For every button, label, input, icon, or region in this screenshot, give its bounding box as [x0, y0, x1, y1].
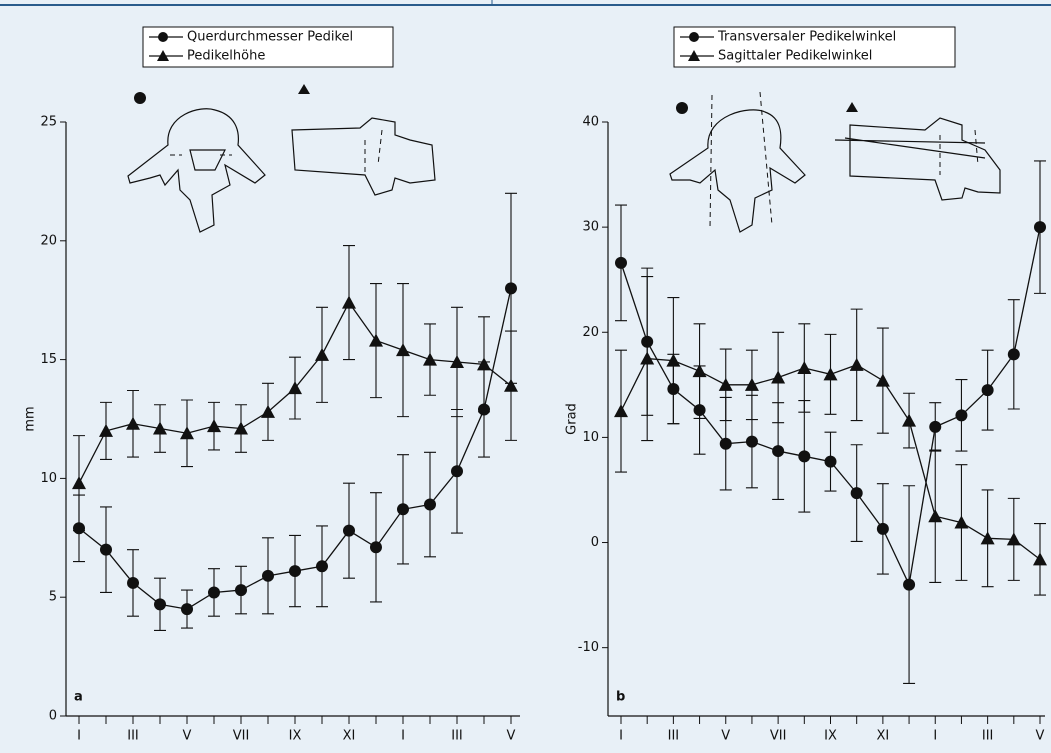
circle-marker — [100, 544, 112, 556]
legend-label: Transversaler Pedikelwinkel — [717, 30, 896, 45]
circle-marker — [955, 409, 967, 421]
x-tick-label: XI — [877, 729, 890, 744]
y-tick-label: 5 — [49, 590, 57, 605]
circle-marker — [127, 577, 139, 589]
x-tick-label: I — [77, 729, 81, 744]
legend-label: Querdurchmesser Pedikel — [187, 30, 353, 45]
x-tick-label: III — [668, 729, 680, 744]
x-tick-label: V — [183, 729, 192, 744]
circle-marker — [181, 603, 193, 615]
circle-marker — [1008, 348, 1020, 360]
circle-marker — [505, 282, 517, 294]
y-tick-label: 0 — [49, 709, 57, 724]
circle-marker — [262, 570, 274, 582]
legend-label: Sagittaler Pedikelwinkel — [718, 49, 872, 64]
x-tick-label: IX — [824, 729, 837, 744]
y-axis-label: mm — [23, 406, 38, 431]
x-tick-label: III — [127, 729, 139, 744]
y-axis-label: Grad — [565, 403, 580, 435]
circle-marker — [343, 525, 355, 537]
circle-marker — [615, 257, 627, 269]
circle-marker — [798, 450, 810, 462]
y-tick-label: 20 — [40, 233, 57, 248]
circle-marker — [208, 586, 220, 598]
x-tick-label: V — [1036, 729, 1045, 744]
circle-marker — [772, 445, 784, 457]
circle-marker — [397, 503, 409, 515]
panel-label: b — [616, 690, 625, 705]
y-tick-label: 30 — [582, 220, 599, 235]
circle-marker — [451, 465, 463, 477]
circle-marker — [1034, 221, 1046, 233]
y-tick-label: 25 — [40, 115, 57, 130]
y-tick-label: 15 — [40, 352, 57, 367]
circle-marker — [424, 499, 436, 511]
x-tick-label: V — [507, 729, 516, 744]
y-tick-label: 10 — [40, 471, 57, 486]
y-tick-label: 10 — [582, 430, 599, 445]
circle-marker — [929, 421, 941, 433]
y-tick-label: -10 — [578, 640, 599, 655]
circle-marker — [877, 523, 889, 535]
x-tick-label: III — [982, 729, 994, 744]
x-tick-label: XI — [343, 729, 356, 744]
circle-marker — [316, 560, 328, 572]
circle-marker — [370, 541, 382, 553]
chart: 0510152025IIIIVVIIIXXIIIIIVmmaQuerdurchm… — [0, 0, 1051, 749]
page: {"chart_data": [ {"type": "line", "panel… — [0, 0, 1051, 749]
circle-marker — [903, 579, 915, 591]
y-tick-label: 0 — [591, 535, 599, 550]
circle-marker — [746, 436, 758, 448]
legend-marker — [158, 32, 168, 42]
y-tick-label: 40 — [582, 115, 599, 130]
circle-marker — [289, 565, 301, 577]
x-tick-label: VII — [233, 729, 250, 744]
x-tick-label: I — [619, 729, 623, 744]
x-tick-label: V — [721, 729, 730, 744]
x-tick-label: I — [401, 729, 405, 744]
x-tick-label: VII — [770, 729, 787, 744]
circle-marker — [982, 384, 994, 396]
circle-marker — [154, 598, 166, 610]
legend-label: Pedikelhöhe — [187, 49, 265, 64]
x-tick-label: I — [933, 729, 937, 744]
circle-marker — [851, 487, 863, 499]
circle-marker — [235, 584, 247, 596]
circle-marker — [825, 456, 837, 468]
x-tick-label: III — [451, 729, 463, 744]
legend-marker — [689, 32, 699, 42]
background — [0, 0, 1051, 749]
panel-label: a — [74, 690, 83, 705]
circle-marker — [720, 438, 732, 450]
y-tick-label: 20 — [582, 325, 599, 340]
x-tick-label: IX — [289, 729, 302, 744]
